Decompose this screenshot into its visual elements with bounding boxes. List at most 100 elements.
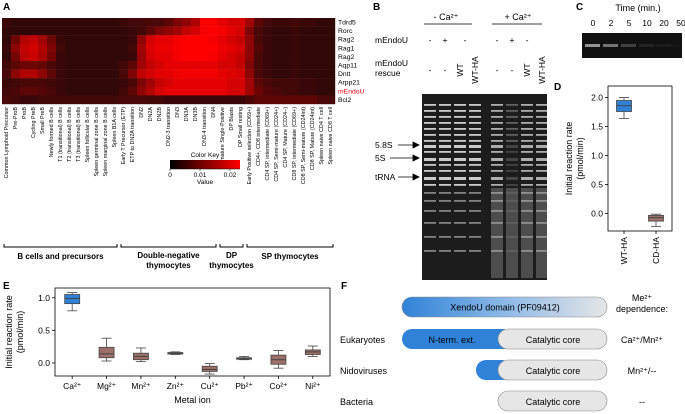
- gel-b-band: [536, 200, 548, 202]
- heatmap-cell: [191, 61, 201, 70]
- heatmap-cell: [20, 61, 30, 70]
- heatmap-cell: [209, 26, 219, 36]
- heatmap-cell: [29, 18, 39, 27]
- heatmap-cell: [47, 43, 57, 53]
- heatmap-cell: [164, 52, 174, 62]
- heatmap-cell: [65, 69, 75, 79]
- heatmap-cell: [227, 18, 237, 27]
- heatmap-cell: [326, 86, 336, 96]
- heatmap-cell: [173, 61, 183, 70]
- x-tick-label: Mn²⁺: [131, 381, 150, 391]
- gene-label: Tdrd5: [338, 20, 356, 27]
- heatmap-cell: [101, 78, 111, 87]
- cell-type-label: Common Lymphoid Precursor: [4, 107, 10, 179]
- heatmap-cell: [272, 61, 282, 70]
- gel-b-band: [469, 116, 481, 118]
- heatmap-cell: [290, 26, 300, 36]
- gel-b-band: [491, 164, 503, 166]
- heatmap-cell: [65, 78, 75, 87]
- heatmap-cell: [155, 69, 165, 79]
- gel-c-band: [585, 44, 600, 47]
- heatmap-cell: [182, 26, 192, 36]
- heatmap-cell: [173, 86, 183, 96]
- y-axis-label-unit: (pmol/min): [575, 137, 585, 180]
- group-bracket: [120, 244, 217, 248]
- heatmap-cell: [254, 26, 264, 36]
- gel-b-band: [521, 158, 533, 161]
- heatmap-cell: [317, 43, 327, 53]
- heatmap-cell: [119, 61, 129, 70]
- gel-b-band: [439, 177, 451, 180]
- gel-b-row1-value: -: [464, 35, 467, 45]
- cell-type-label: DP Blasts: [229, 107, 235, 131]
- heatmap-cell: [110, 52, 120, 62]
- gel-b-band: [491, 158, 503, 161]
- cell-type-label: Spleen naive CD4 T cell: [319, 107, 325, 165]
- gel-b-band: [536, 116, 548, 118]
- heatmap-cell: [164, 69, 174, 79]
- gel-b-band: [424, 140, 436, 142]
- gel-b-band: [521, 110, 533, 112]
- heatmap-cell: [20, 26, 30, 36]
- heatmap-cell: [326, 95, 336, 105]
- heatmap-cell: [56, 86, 66, 96]
- y-tick-label: 1.5: [591, 122, 603, 132]
- heatmap-cell: [173, 43, 183, 53]
- heatmap-cell: [227, 43, 237, 53]
- heatmap-cell: [209, 61, 219, 70]
- heatmap-cell: [38, 26, 48, 36]
- heatmap-cell: [218, 43, 228, 53]
- heatmap-cell: [137, 18, 147, 27]
- heatmap-cell: [209, 86, 219, 96]
- gel-b-band: [469, 164, 481, 166]
- gel-b-row2-value: WT: [522, 63, 532, 76]
- heatmap-cell: [227, 95, 237, 105]
- gel-b-image: [422, 94, 548, 280]
- gel-b-band: [536, 177, 548, 180]
- heatmap-cell: [29, 61, 39, 70]
- gel-b-band: [454, 184, 466, 186]
- heatmap-cell: [38, 61, 48, 70]
- heatmap-cell: [254, 18, 264, 27]
- panel-letter-b: B: [373, 2, 381, 13]
- heatmap-cell: [137, 61, 147, 70]
- heatmap-cell: [137, 69, 147, 79]
- heatmap-cell: [119, 78, 129, 87]
- heatmap-cell: [182, 52, 192, 62]
- gel-c-band: [621, 44, 636, 47]
- gel-c-bands: [585, 44, 671, 47]
- gel-b-band: [424, 128, 436, 130]
- gel-b-band: [536, 122, 548, 124]
- heatmap-cell: [137, 26, 147, 36]
- gel-b-band: [521, 140, 533, 142]
- heatmap-cell: [128, 18, 138, 27]
- heatmap-cell: [299, 26, 309, 36]
- heatmap-cell: [65, 18, 75, 27]
- gel-b-band: [491, 151, 503, 153]
- gel-b-band: [424, 210, 436, 212]
- gel-c-title: Time (min.): [615, 3, 660, 13]
- heatmap-cell: [326, 43, 336, 53]
- heatmap-cell: [173, 52, 183, 62]
- cell-type-label: DN2: [139, 107, 145, 118]
- heatmap-cell: [20, 95, 30, 105]
- heatmap-cell: [281, 69, 291, 79]
- x-tick-label: CD-HA: [651, 237, 661, 264]
- gel-b-band: [424, 110, 436, 112]
- heatmap-cell: [128, 43, 138, 53]
- heatmap-cell: [182, 18, 192, 27]
- heatmap-cell: [2, 69, 12, 79]
- heatmap-cell: [74, 26, 84, 36]
- heatmap-cell: [155, 52, 165, 62]
- gel-b-band: [454, 151, 466, 153]
- heatmap-cell: [11, 52, 21, 62]
- heatmap-cell: [317, 86, 327, 96]
- y-tick-label: 0.0: [591, 209, 603, 219]
- gel-b-band: [506, 134, 518, 136]
- heatmap-cell: [101, 69, 111, 79]
- heatmap-cell: [128, 86, 138, 96]
- heatmap-cell: [11, 61, 21, 70]
- gel-b-group-label-minus-ca: - Ca²⁺: [434, 12, 459, 22]
- heatmap-cell: [11, 35, 21, 44]
- gel-b-band: [439, 164, 451, 166]
